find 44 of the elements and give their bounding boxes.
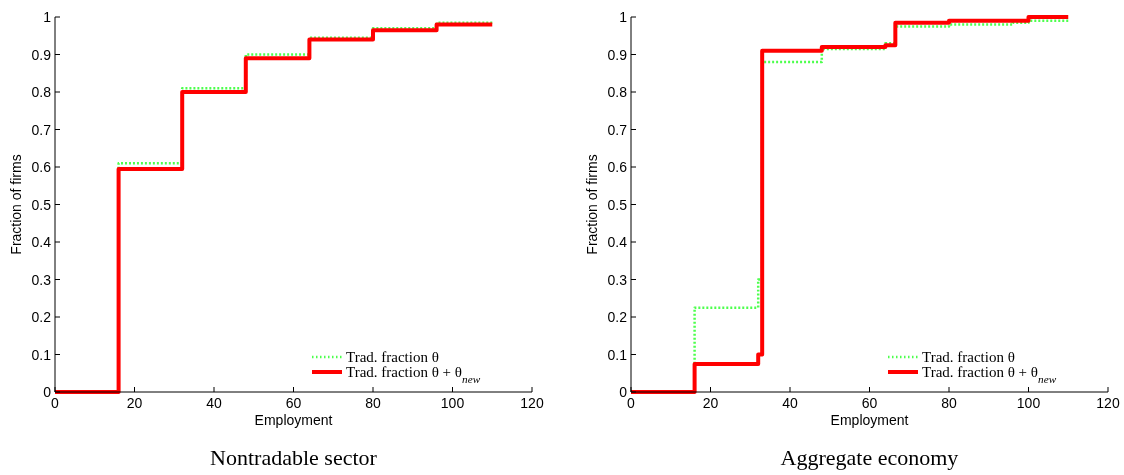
y-tick-label: 0.2 (607, 309, 628, 325)
y-tick-label: 1 (619, 9, 628, 25)
y-axis-title: Fraction of firms (8, 154, 24, 255)
y-tick-label: 0.5 (31, 196, 52, 213)
x-tick-label: 60 (861, 395, 878, 411)
x-tick-label: 120 (520, 395, 544, 411)
y-tick-label: 0.7 (31, 121, 52, 138)
x-tick-label: 40 (782, 395, 798, 411)
legend-label: Trad. fraction θ (922, 349, 1015, 365)
legend-label: Trad. fraction θ + θ$_{new}$ (922, 364, 1057, 385)
y-tick-label: 0.5 (607, 196, 628, 213)
y-tick-label: 0.1 (607, 346, 628, 363)
x-axis-title: Employment (254, 412, 333, 428)
x-tick-label: 100 (440, 395, 465, 411)
y-tick-label: 0.1 (31, 346, 52, 363)
text: Nontradable sector (210, 445, 378, 470)
x-tick-label: 60 (285, 395, 302, 411)
y-axis-title: Fraction of firms (584, 154, 600, 255)
y-tick-label: 0 (43, 384, 52, 400)
x-tick-label: 80 (365, 395, 381, 411)
y-tick-label: 0 (619, 384, 628, 400)
y-tick-label: 0.8 (607, 84, 628, 100)
y-tick-label: 0.3 (31, 271, 52, 288)
y-tick-label: 0.8 (31, 84, 52, 100)
y-tick-label: 0.9 (31, 46, 52, 63)
x-tick-label: 40 (206, 395, 222, 411)
x-tick-label: 20 (126, 395, 143, 411)
text: Aggregate economy (780, 445, 959, 470)
y-tick-label: 0.9 (607, 46, 628, 63)
y-tick-label: 0.3 (607, 271, 628, 288)
y-tick-label: 0.2 (31, 309, 52, 325)
x-tick-label: 80 (941, 395, 957, 411)
y-tick-label: 0.6 (31, 159, 52, 175)
x-axis-title: Employment (830, 412, 909, 428)
x-tick-label: 120 (1096, 395, 1120, 411)
y-tick-label: 1 (43, 9, 52, 25)
legend-label: Trad. fraction θ (346, 349, 439, 365)
y-tick-label: 0.4 (31, 234, 52, 250)
x-tick-label: 20 (702, 395, 719, 411)
legend-label: Trad. fraction θ + θ$_{new}$ (346, 364, 481, 385)
x-tick-label: 100 (1016, 395, 1041, 411)
y-tick-label: 0.6 (607, 159, 628, 175)
y-tick-label: 0.7 (607, 121, 628, 138)
y-tick-label: 0.4 (607, 234, 628, 250)
